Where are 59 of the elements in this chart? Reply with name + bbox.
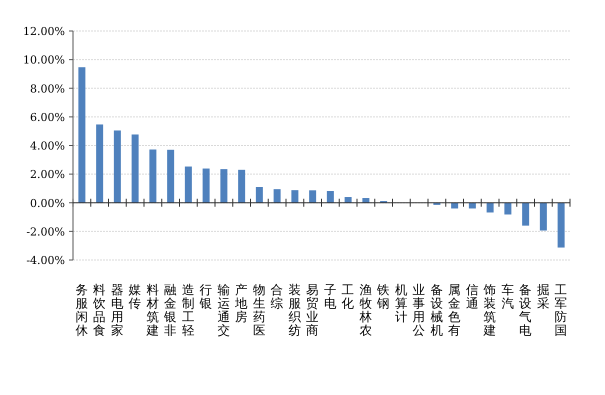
x-tick-label: 通信 [466,282,479,310]
bar [238,170,246,203]
x-tick-label: 轻工制造 [182,282,195,338]
x-tick-label: 采掘 [536,282,550,310]
x-tick-label: 公用事业 [412,282,426,338]
bar [540,202,547,231]
x-tick-label: 汽车 [501,282,514,310]
x-tick-label: 建筑装饰 [482,282,497,338]
y-tick-label: -4.00% [26,254,65,267]
x-tick-label: 电气设备 [519,282,532,338]
y-tick-label: -2.00% [26,225,65,238]
x-tick-label: 纺织服装 [288,282,302,338]
bar [256,187,263,203]
x-tick-label: 医药生物 [252,282,266,338]
x-tick-label: 交通运输 [217,282,230,338]
x-tick-label: 化工 [342,282,355,310]
x-tick-label: 非银金融 [163,282,178,338]
bar [114,130,121,203]
bar [558,202,565,248]
x-tick-label: 建筑材料 [145,282,160,338]
x-tick-label: 机械设备 [430,282,444,338]
bar [291,190,298,203]
bar [344,197,352,203]
y-tick-label: 2.00% [30,168,65,182]
bar [522,202,530,226]
x-tick-label: 农林牧渔 [358,282,372,338]
y-tick-label: 6.00% [30,110,65,124]
bar [202,168,210,203]
bar [96,124,104,203]
x-tick-label: 有色金属 [448,282,462,338]
x-tick-label: 传媒 [128,282,142,310]
x-tick-label: 钢铁 [376,282,390,310]
y-tick-label: 12.00% [23,25,65,38]
x-tick-label: 休闲服务 [75,282,88,338]
bar [504,202,512,214]
bar [326,191,334,203]
x-tick-label: 家用电器 [110,282,124,338]
x-tick-label: 电子 [324,282,337,310]
y-tick-label: 10.00% [23,54,65,67]
x-tick-label: 房地产 [234,282,248,324]
x-tick-label: 商业贸易 [306,282,320,338]
y-tick-label: 8.00% [30,82,65,96]
x-tick-label: 食品饮料 [92,282,106,338]
bar [274,189,281,203]
x-tick-label: 计算机 [394,282,408,324]
x-tick-label: 综合 [270,282,284,310]
bar [167,150,174,203]
bar [132,134,139,203]
x-tick-label: 国防军工 [554,282,568,338]
bar [486,202,494,212]
x-tick-label: 银行 [198,282,213,310]
bar [78,67,86,203]
y-tick-label: 4.00% [30,140,65,152]
bar [309,190,316,203]
y-tick-label: 0.00% [30,196,65,210]
bar [184,166,192,203]
bar [149,150,156,203]
bar [362,198,370,203]
bar [220,169,228,203]
